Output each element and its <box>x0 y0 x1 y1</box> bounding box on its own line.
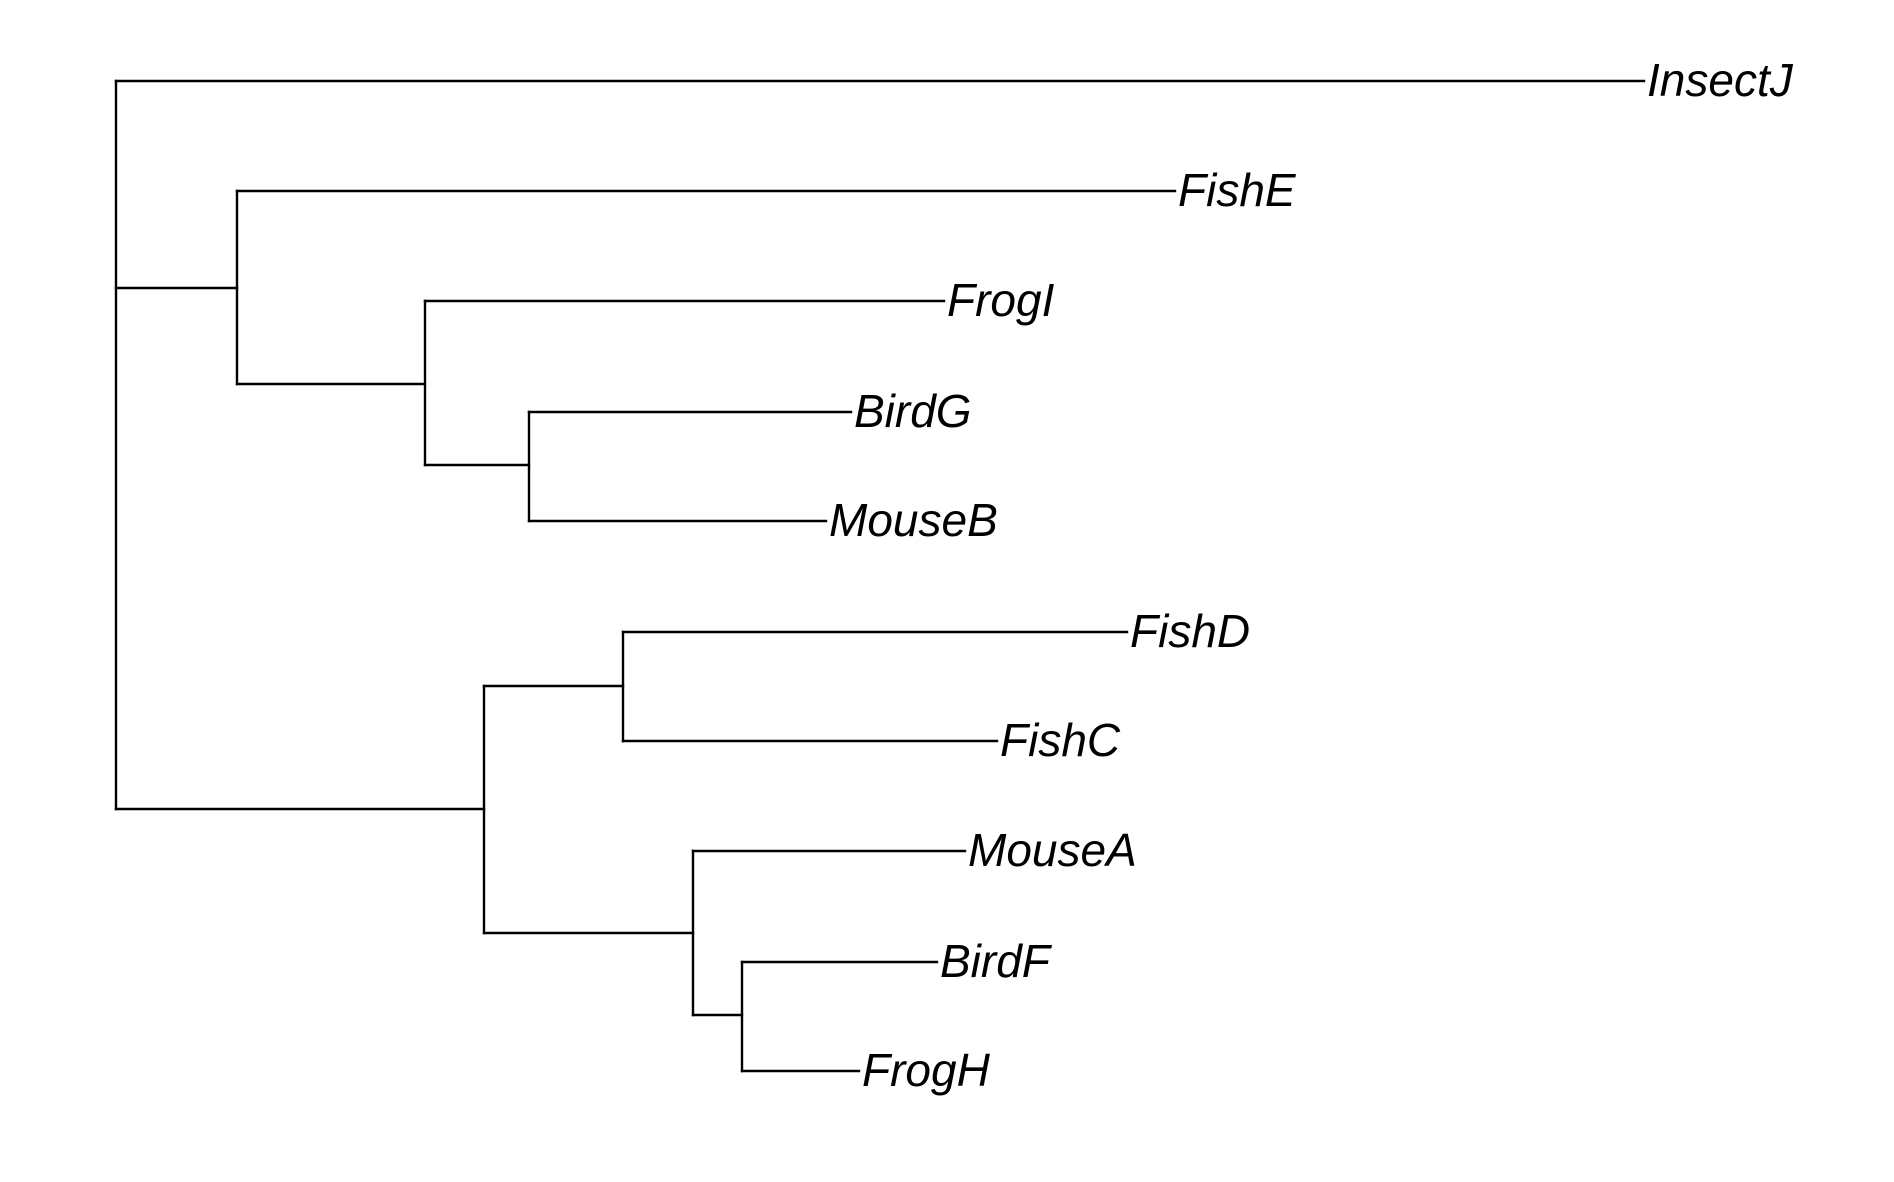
tip-label-mouseb: MouseB <box>829 494 998 546</box>
tip-label-insectj: InsectJ <box>1647 54 1794 106</box>
tree-branches <box>114 79 1646 1073</box>
tip-label-fishc: FishC <box>1000 714 1121 766</box>
tip-labels: InsectJ FishE FrogI BirdG MouseB FishD F… <box>829 54 1794 1096</box>
tip-label-birdg: BirdG <box>854 385 972 437</box>
tip-label-birdf: BirdF <box>940 935 1053 987</box>
tip-label-frogi: FrogI <box>947 274 1055 326</box>
tip-label-fishd: FishD <box>1130 605 1250 657</box>
tip-label-fishe: FishE <box>1178 164 1297 216</box>
tip-label-mousea: MouseA <box>968 824 1137 876</box>
tip-label-frogh: FrogH <box>862 1044 991 1096</box>
